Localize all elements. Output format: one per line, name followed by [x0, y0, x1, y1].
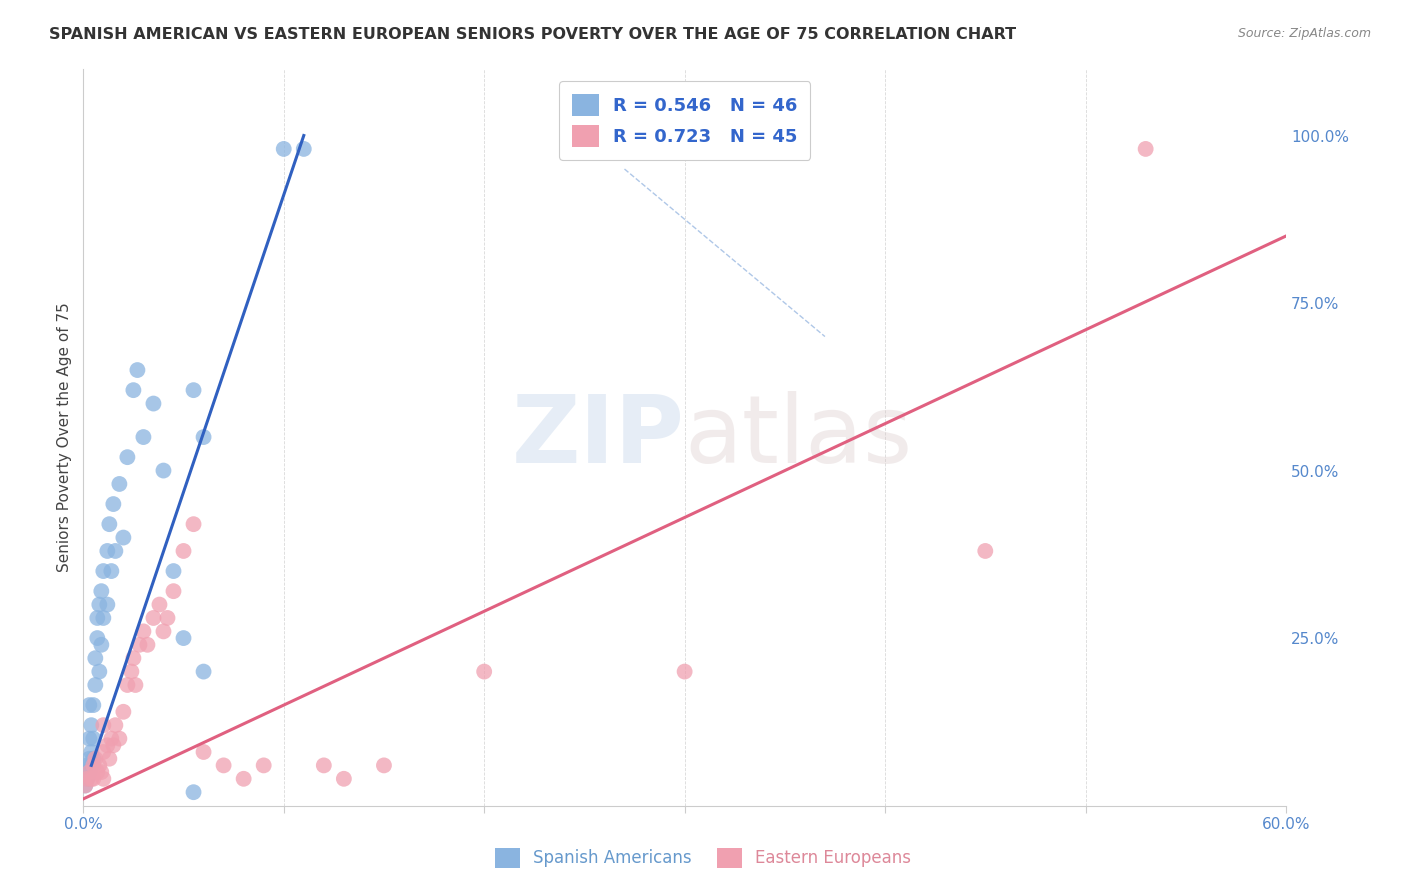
Point [90, 765, 112, 780]
Point [117, 450, 139, 465]
Point [273, 142, 295, 156]
Point [142, 396, 165, 410]
Legend: Spanish Americans, Eastern Europeans: Spanish Americans, Eastern Europeans [488, 841, 918, 875]
Point [162, 584, 184, 599]
Point [98, 752, 121, 766]
Point [124, 678, 146, 692]
Point [103, 739, 125, 753]
Point [162, 564, 184, 578]
Point [86, 765, 108, 780]
Point [122, 383, 145, 397]
Point [142, 611, 165, 625]
Point [80, 718, 103, 732]
Point [312, 758, 335, 772]
Point [183, 785, 205, 799]
Point [96, 739, 118, 753]
Text: ZIP: ZIP [512, 391, 685, 483]
Point [373, 758, 395, 772]
Point [82, 772, 104, 786]
Point [193, 745, 215, 759]
Point [108, 477, 131, 491]
Point [76, 772, 98, 786]
Point [96, 544, 118, 558]
Point [84, 752, 107, 766]
Point [90, 638, 112, 652]
Point [122, 651, 145, 665]
Point [132, 430, 155, 444]
Point [89, 598, 111, 612]
Point [183, 517, 205, 532]
Point [86, 611, 108, 625]
Point [120, 665, 142, 679]
Point [112, 531, 135, 545]
Point [132, 624, 155, 639]
Point [152, 624, 174, 639]
Point [75, 779, 97, 793]
Point [91, 745, 114, 759]
Point [79, 698, 101, 712]
Point [136, 638, 159, 652]
Point [128, 638, 150, 652]
Point [100, 731, 122, 746]
Point [80, 758, 103, 772]
Point [82, 698, 104, 712]
Point [91, 772, 114, 786]
Point [974, 544, 997, 558]
Point [79, 765, 101, 780]
Point [117, 678, 139, 692]
Point [100, 564, 122, 578]
Text: atlas: atlas [685, 391, 912, 483]
Point [91, 564, 114, 578]
Point [82, 731, 104, 746]
Point [76, 772, 98, 786]
Point [91, 718, 114, 732]
Point [127, 363, 149, 377]
Point [98, 517, 121, 532]
Point [80, 745, 103, 759]
Point [152, 464, 174, 478]
Point [253, 758, 276, 772]
Point [89, 758, 111, 772]
Point [104, 544, 127, 558]
Point [104, 718, 127, 732]
Point [183, 383, 205, 397]
Point [212, 758, 235, 772]
Point [82, 758, 104, 772]
Text: SPANISH AMERICAN VS EASTERN EUROPEAN SENIORS POVERTY OVER THE AGE OF 75 CORRELAT: SPANISH AMERICAN VS EASTERN EUROPEAN SEN… [49, 27, 1017, 42]
Point [86, 631, 108, 645]
Point [91, 611, 114, 625]
Point [79, 752, 101, 766]
Point [156, 611, 179, 625]
Point [292, 142, 315, 156]
Point [673, 665, 696, 679]
Point [89, 665, 111, 679]
Point [112, 705, 135, 719]
Point [333, 772, 356, 786]
Point [90, 584, 112, 599]
Point [193, 430, 215, 444]
Point [232, 772, 254, 786]
Y-axis label: Seniors Poverty Over the Age of 75: Seniors Poverty Over the Age of 75 [58, 302, 72, 572]
Point [79, 731, 101, 746]
Point [173, 544, 195, 558]
Point [84, 678, 107, 692]
Point [173, 631, 195, 645]
Point [193, 665, 215, 679]
Point [80, 772, 103, 786]
Point [1135, 142, 1157, 156]
Point [84, 651, 107, 665]
Point [96, 598, 118, 612]
Point [108, 731, 131, 746]
Legend: R = 0.546   N = 46, R = 0.723   N = 45: R = 0.546 N = 46, R = 0.723 N = 45 [560, 81, 810, 160]
Point [76, 758, 98, 772]
Point [82, 752, 104, 766]
Point [472, 665, 495, 679]
Point [79, 765, 101, 780]
Point [148, 598, 170, 612]
Point [103, 497, 125, 511]
Point [75, 765, 97, 780]
Text: Source: ZipAtlas.com: Source: ZipAtlas.com [1237, 27, 1371, 40]
Point [75, 779, 97, 793]
